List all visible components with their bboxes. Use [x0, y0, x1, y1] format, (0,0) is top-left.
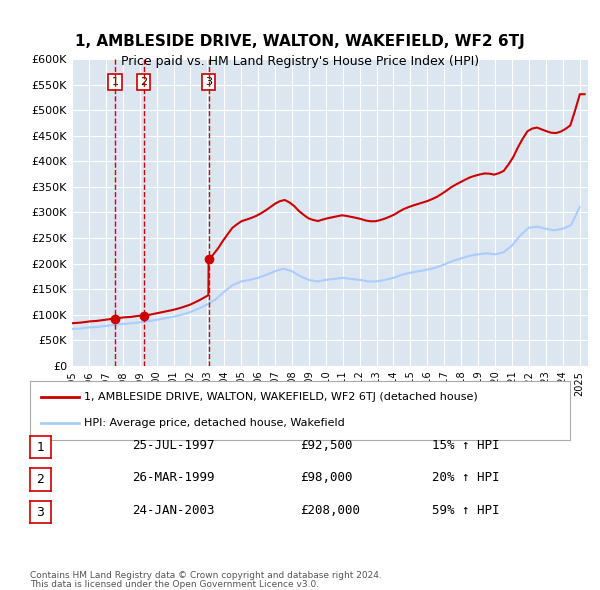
Text: £98,000: £98,000	[300, 471, 353, 484]
Text: 3: 3	[37, 506, 44, 519]
Text: 59% ↑ HPI: 59% ↑ HPI	[432, 504, 499, 517]
Text: Price paid vs. HM Land Registry's House Price Index (HPI): Price paid vs. HM Land Registry's House …	[121, 55, 479, 68]
Text: 1: 1	[37, 441, 44, 454]
Text: HPI: Average price, detached house, Wakefield: HPI: Average price, detached house, Wake…	[84, 418, 345, 428]
Text: 2: 2	[140, 77, 147, 87]
Text: 24-JAN-2003: 24-JAN-2003	[132, 504, 215, 517]
Text: 1, AMBLESIDE DRIVE, WALTON, WAKEFIELD, WF2 6TJ (detached house): 1, AMBLESIDE DRIVE, WALTON, WAKEFIELD, W…	[84, 392, 478, 402]
Text: This data is licensed under the Open Government Licence v3.0.: This data is licensed under the Open Gov…	[30, 579, 319, 589]
Text: 26-MAR-1999: 26-MAR-1999	[132, 471, 215, 484]
Text: 3: 3	[205, 77, 212, 87]
Text: Contains HM Land Registry data © Crown copyright and database right 2024.: Contains HM Land Registry data © Crown c…	[30, 571, 382, 580]
Text: 20% ↑ HPI: 20% ↑ HPI	[432, 471, 499, 484]
Text: 25-JUL-1997: 25-JUL-1997	[132, 439, 215, 452]
Text: £208,000: £208,000	[300, 504, 360, 517]
Text: 1: 1	[112, 77, 119, 87]
Text: 2: 2	[37, 473, 44, 486]
Text: £92,500: £92,500	[300, 439, 353, 452]
Text: 1, AMBLESIDE DRIVE, WALTON, WAKEFIELD, WF2 6TJ: 1, AMBLESIDE DRIVE, WALTON, WAKEFIELD, W…	[75, 34, 525, 49]
Text: 15% ↑ HPI: 15% ↑ HPI	[432, 439, 499, 452]
